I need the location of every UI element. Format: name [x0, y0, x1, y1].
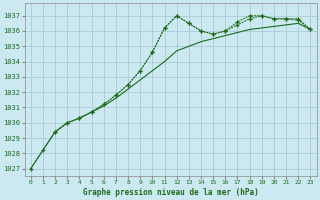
- X-axis label: Graphe pression niveau de la mer (hPa): Graphe pression niveau de la mer (hPa): [83, 188, 259, 197]
